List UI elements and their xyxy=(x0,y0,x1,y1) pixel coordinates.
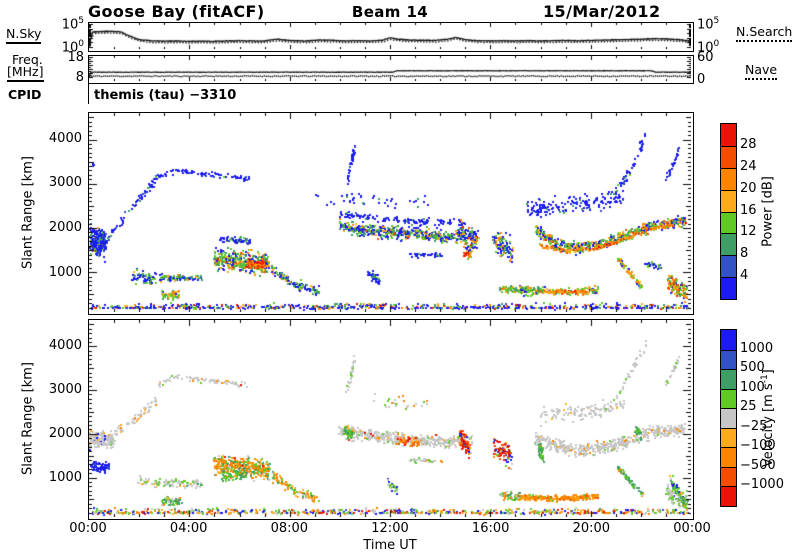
nsearch-legend: N.Search xyxy=(736,24,793,42)
colorbar-segment xyxy=(721,145,736,168)
x-tick-label: 08:00 xyxy=(270,521,309,536)
x-tick-label: 20:00 xyxy=(572,521,611,536)
nsky-canvas xyxy=(89,23,691,49)
colorbar-tick-label: 28 xyxy=(740,136,757,152)
x-tick-label: 12:00 xyxy=(371,521,409,536)
x-tick-label: 00:00 xyxy=(673,521,711,536)
freq-legend: [MHz] xyxy=(7,64,44,82)
y-tick-label: 2000 xyxy=(48,220,82,236)
nsearch-ytick-bottom: 100 xyxy=(697,39,720,56)
colorbar-tick-label: 8 xyxy=(740,246,749,262)
colorbar-segment xyxy=(721,330,736,350)
colorbar-segment xyxy=(721,369,736,389)
y-tick-label: 4000 xyxy=(48,337,82,353)
colorbar-tick-label: 12 xyxy=(740,224,757,240)
colorbar-tick-label: −100 xyxy=(740,438,776,454)
nsky-panel xyxy=(88,22,694,52)
colorbar-segment xyxy=(721,388,736,409)
y-tick-label: 3000 xyxy=(48,175,82,191)
freq-label-line1: Freq. xyxy=(12,52,43,67)
beam-label: Beam 14 xyxy=(351,3,429,21)
power-yaxis-label: Slant Range [km] xyxy=(20,156,36,269)
colorbar-tick-label: −1000 xyxy=(740,477,784,493)
colorbar-segment xyxy=(721,349,736,370)
velocity-colorbar xyxy=(720,329,737,507)
colorbar-segment xyxy=(721,466,736,487)
time-axis-title: Time UT xyxy=(363,538,417,553)
colorbar-segment xyxy=(721,167,736,190)
velocity-yaxis-label: Slant Range [km] xyxy=(20,362,36,475)
colorbar-tick-label: 4 xyxy=(740,268,749,284)
colorbar-segment xyxy=(721,189,736,212)
colorbar-segment xyxy=(721,427,736,448)
colorbar-tick-label: −25 xyxy=(740,418,768,434)
colorbar-tick-label: 100 xyxy=(740,379,765,395)
y-tick-label: 3000 xyxy=(48,381,82,397)
cpid-value: themis (tau) −3310 xyxy=(94,88,237,103)
nave-label: Nave xyxy=(745,62,778,80)
date-label: 15/Mar/2012 xyxy=(543,2,661,21)
nsky-label: N.Sky xyxy=(6,26,42,44)
freq-panel xyxy=(88,55,694,84)
colorbar-segment xyxy=(721,486,736,506)
colorbar-segment xyxy=(721,408,736,428)
colorbar-segment xyxy=(721,447,736,467)
colorbar-segment xyxy=(721,211,736,234)
x-tick-label: 04:00 xyxy=(169,521,208,536)
nsky-ytick-top: 105 xyxy=(61,16,84,33)
cpid-label: CPID xyxy=(8,87,42,102)
nsearch-ytick-top: 105 xyxy=(697,16,720,33)
colorbar-tick-label: 1000 xyxy=(740,340,774,356)
y-tick-label: 2000 xyxy=(48,425,82,441)
colorbar-segment xyxy=(721,277,736,299)
nave-ytick-bottom: 0 xyxy=(697,72,706,87)
x-tick-label: 00:00 xyxy=(69,521,107,536)
velocity-rti-panel xyxy=(88,319,694,520)
y-tick-label: 1000 xyxy=(48,470,82,486)
page-title: Goose Bay (fitACF) xyxy=(88,2,265,21)
freq-canvas xyxy=(89,56,691,81)
nsky-legend: N.Sky xyxy=(6,26,42,44)
power-colorbar xyxy=(720,123,737,300)
colorbar-tick-label: −500 xyxy=(740,457,776,473)
power-colorbar-label: Power [dB] xyxy=(760,176,776,247)
colorbar-tick-label: 24 xyxy=(740,158,757,174)
nsearch-label: N.Search xyxy=(736,24,793,42)
colorbar-tick-label: 500 xyxy=(740,360,765,376)
nave-ytick-top: 60 xyxy=(697,50,714,65)
colorbar-tick-label: 20 xyxy=(740,180,757,196)
colorbar-segment xyxy=(721,233,736,256)
x-tick-label: 16:00 xyxy=(471,521,510,536)
colorbar-tick-label: 25 xyxy=(740,399,757,415)
y-tick-label: 4000 xyxy=(48,130,82,146)
power-canvas xyxy=(89,113,691,312)
freq-label-line2: [MHz] xyxy=(7,64,44,82)
nave-legend: Nave xyxy=(745,62,778,80)
freq-ytick-top: 18 xyxy=(67,50,84,65)
velocity-canvas xyxy=(89,320,691,517)
colorbar-segment xyxy=(721,255,736,278)
freq-ytick-bottom: 8 xyxy=(75,70,84,85)
colorbar-tick-label: 16 xyxy=(740,202,757,218)
nsky-ytick-bottom: 100 xyxy=(61,39,84,56)
power-rti-panel xyxy=(88,112,694,315)
colorbar-segment xyxy=(721,124,736,146)
cpid-tick-mark xyxy=(88,84,89,104)
y-tick-label: 1000 xyxy=(48,264,82,280)
